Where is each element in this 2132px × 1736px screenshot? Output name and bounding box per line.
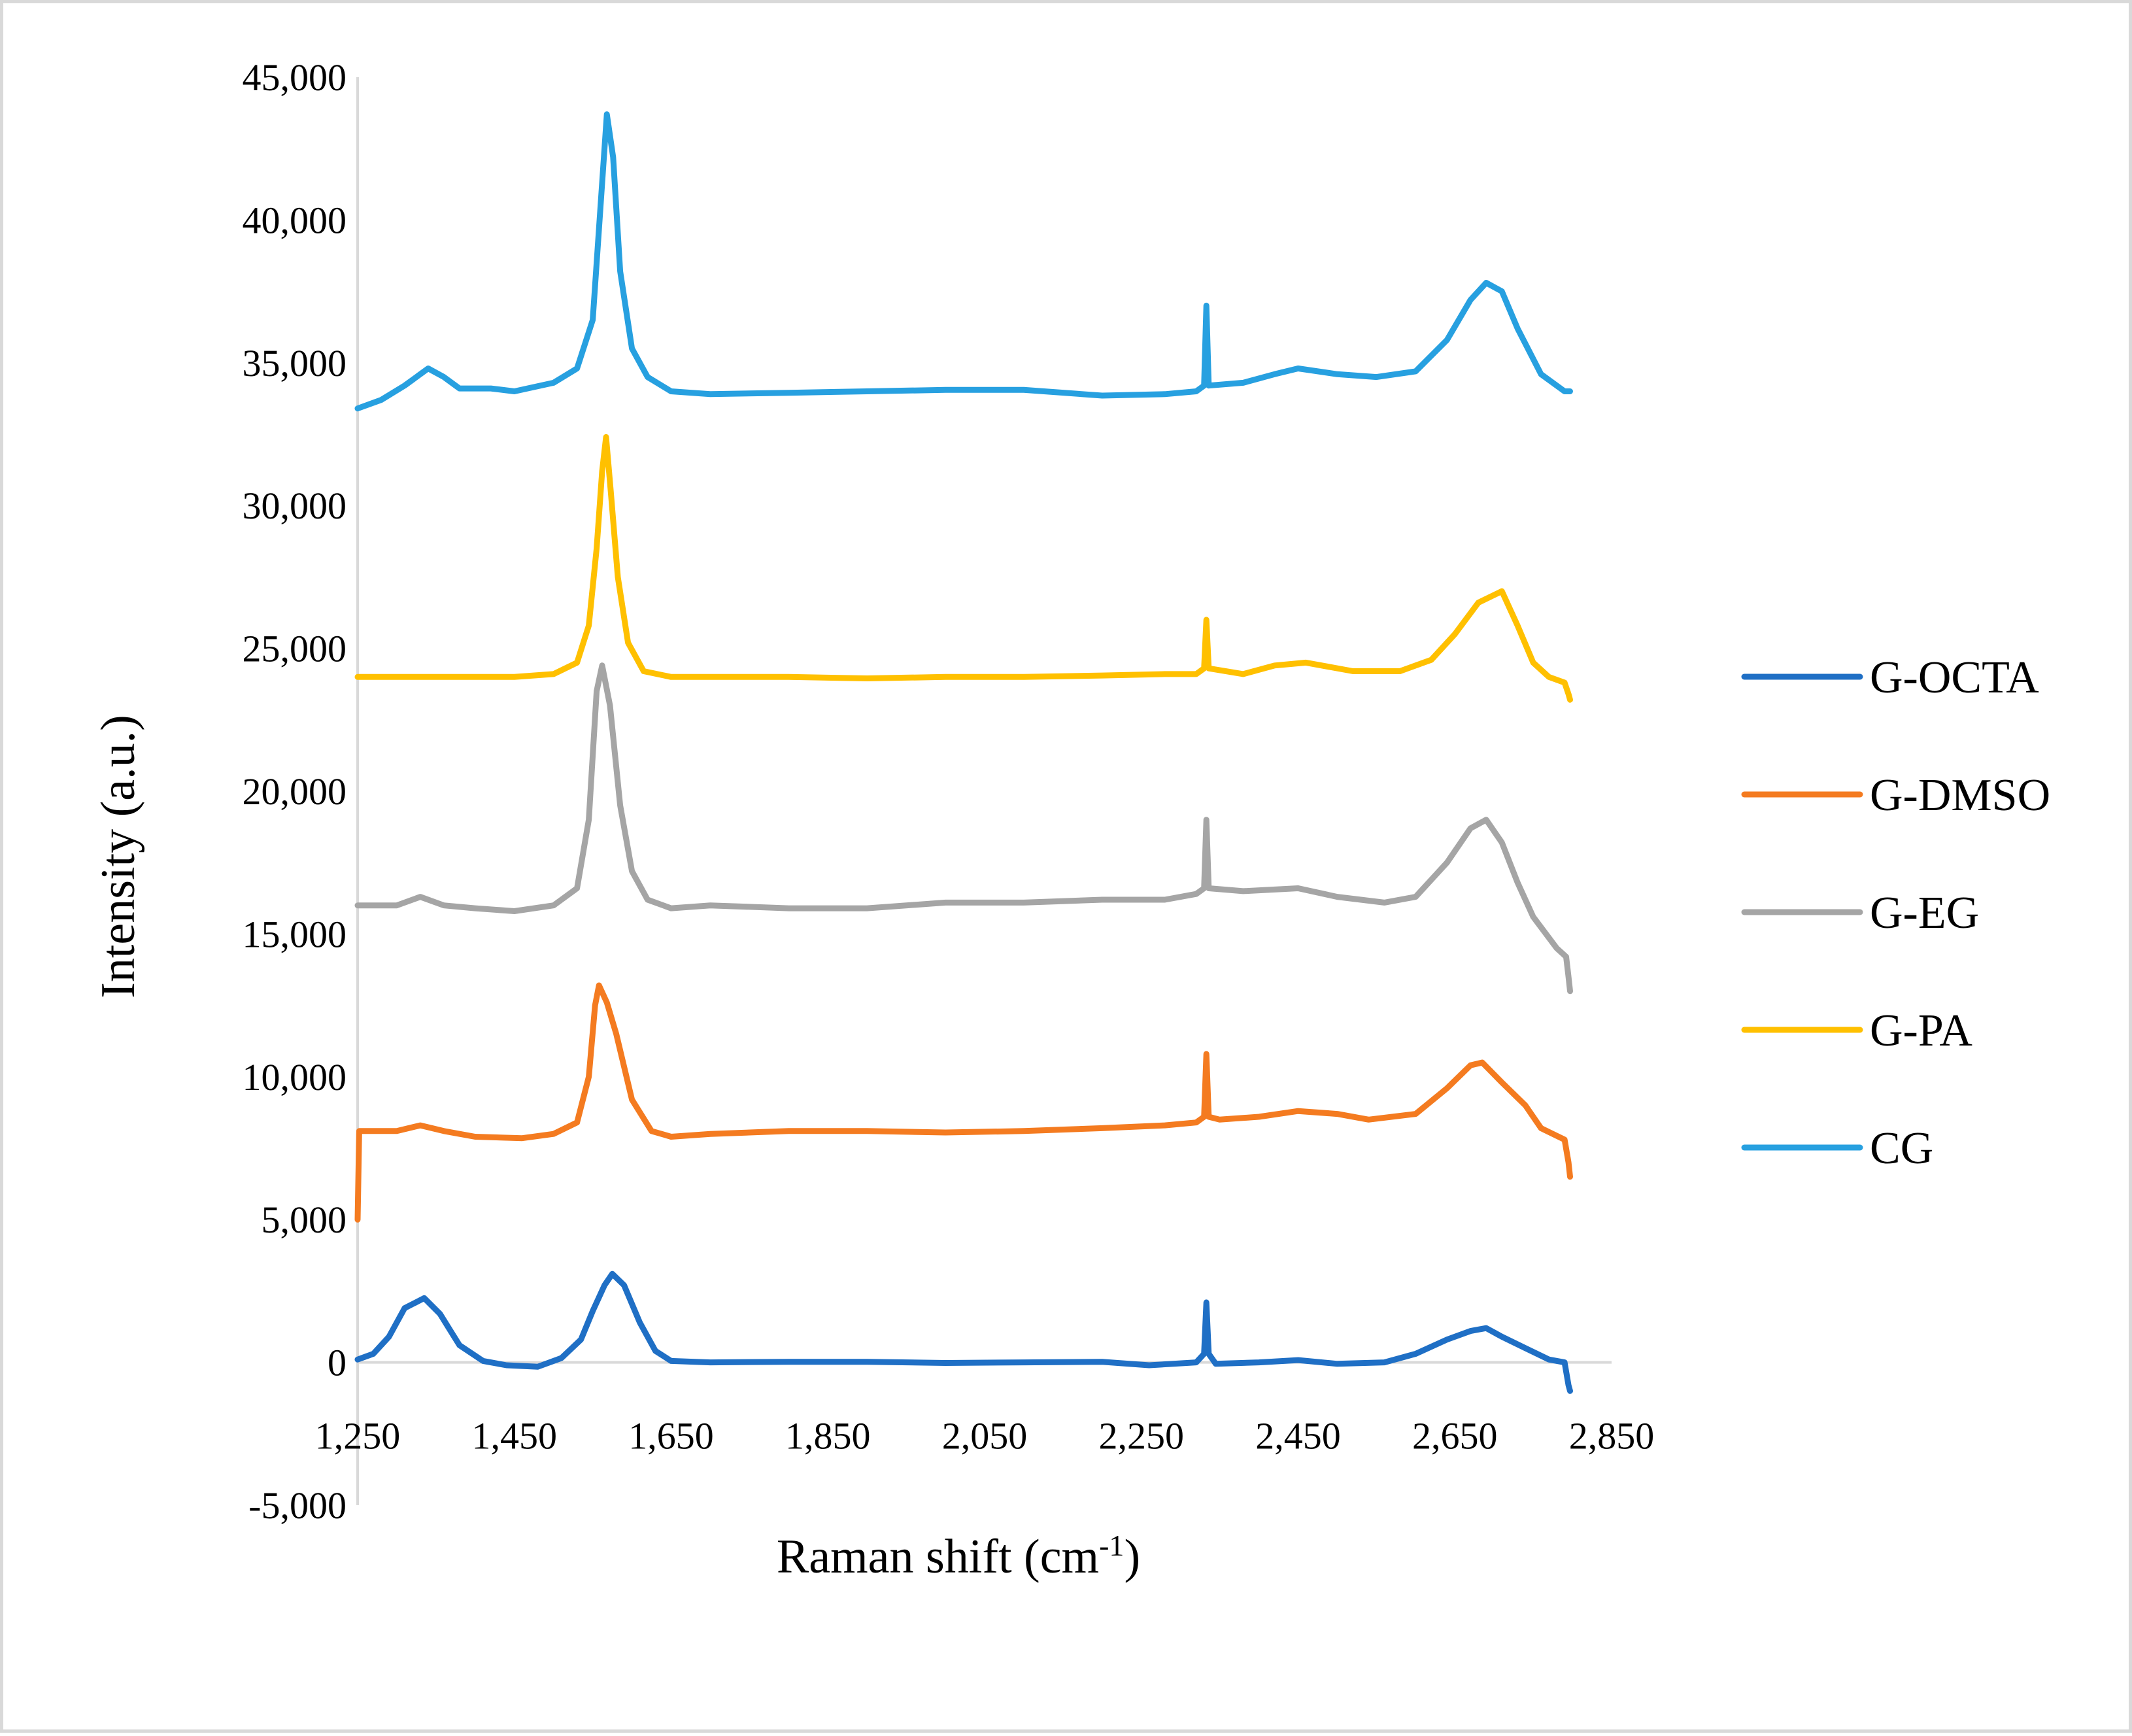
series-line-g-dmso <box>354 982 1573 1223</box>
x-tick-label: 2,850 <box>1569 1415 1655 1457</box>
series-line-g-octa <box>354 1270 1573 1394</box>
raman-spectra-chart: -5,000 0 5,000 10,000 15,000 20,000 25,000 30,0… <box>92 56 2050 1584</box>
y-axis-title: Intensity (a.u.) <box>92 715 145 998</box>
y-tick-label: 25,000 <box>243 628 347 670</box>
x-tick-label: 2,650 <box>1412 1415 1498 1457</box>
x-tick-label: 2,250 <box>1099 1415 1185 1457</box>
y-tick-label: 5,000 <box>262 1199 347 1241</box>
y-tick-label: 30,000 <box>243 485 347 527</box>
y-tick-label: 10,000 <box>243 1056 347 1098</box>
y-tick-label: 20,000 <box>243 770 347 813</box>
x-tick-label: 1,850 <box>785 1415 871 1457</box>
legend-label-g-eg: G-EG <box>1870 888 1979 938</box>
y-tick-label: 40,000 <box>243 199 347 241</box>
x-tick-label: 2,450 <box>1255 1415 1341 1457</box>
series-line-g-pa <box>354 434 1573 703</box>
y-tick-label: 35,000 <box>243 342 347 384</box>
y-tick-label: 15,000 <box>243 913 347 955</box>
series-line-cg <box>354 111 1573 412</box>
x-tick-label: 1,450 <box>472 1415 558 1457</box>
x-tick-label: 1,650 <box>628 1415 714 1457</box>
legend-label-g-octa: G-OCTA <box>1870 653 2039 703</box>
y-tick-label: 45,000 <box>243 56 347 99</box>
legend-label-g-pa: G-PA <box>1870 1006 1972 1056</box>
x-tick-label: 2,050 <box>942 1415 1028 1457</box>
y-tick-label: -5,000 <box>248 1484 347 1527</box>
series-line-g-eg <box>354 662 1573 995</box>
legend-label-g-dmso: G-DMSO <box>1870 770 2050 821</box>
y-tick-label: 0 <box>328 1342 347 1384</box>
x-tick-label: 1,250 <box>315 1415 401 1457</box>
legend-label-cg: CG <box>1870 1123 1933 1174</box>
x-axis-title: Raman shift (cm-1) <box>777 1529 1140 1584</box>
